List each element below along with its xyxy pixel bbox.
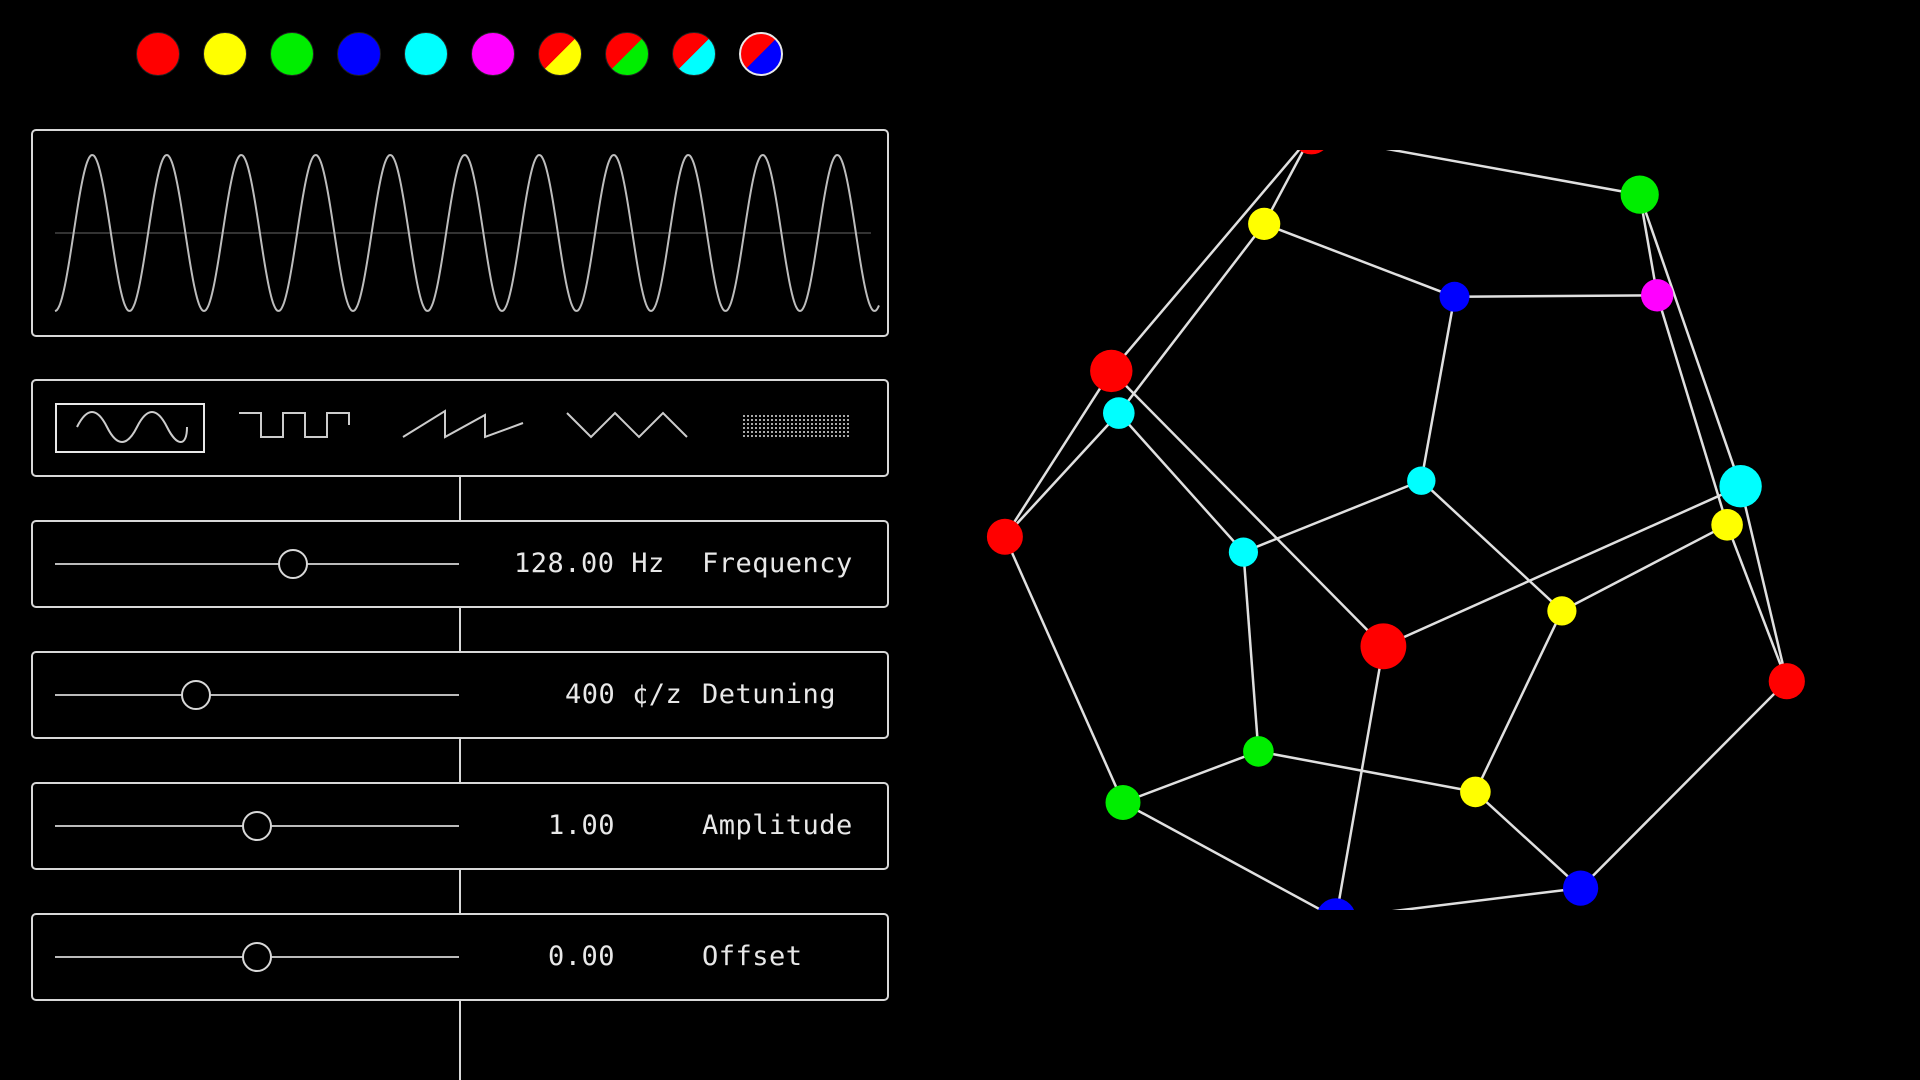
graph-edge — [1122, 750, 1259, 804]
graph-edge — [1474, 610, 1564, 793]
graph-node — [1407, 466, 1436, 495]
graph-edge — [1003, 370, 1113, 538]
graph-edge — [1561, 523, 1728, 613]
waveform-display-panel — [31, 129, 889, 337]
sine-wave-button[interactable] — [55, 403, 205, 453]
graph-edge — [1579, 680, 1788, 889]
graph-node — [1641, 279, 1674, 312]
frequency-label: Frequency — [702, 548, 853, 579]
graph-edge — [1385, 150, 1640, 196]
noise-wave-button[interactable] — [711, 403, 861, 453]
offset-value: 0.00 — [548, 941, 616, 972]
graph-node — [1360, 623, 1407, 670]
swatch-blue[interactable] — [337, 32, 381, 76]
graph-node — [1768, 663, 1805, 700]
square-wave-button[interactable] — [219, 403, 369, 453]
sawtooth-wave-button[interactable] — [383, 403, 533, 453]
graph-edge — [1382, 485, 1742, 648]
graph-edge — [1242, 479, 1422, 554]
frequency-value: 128.00 Hz — [514, 548, 665, 579]
panel-connector — [459, 606, 461, 651]
frequency-control: 128.00 Hz Frequency — [31, 520, 889, 608]
panel-connector — [459, 868, 461, 913]
graph-edge — [1003, 536, 1125, 804]
graph-edge — [1263, 222, 1455, 298]
swatch-red[interactable] — [136, 32, 180, 76]
frequency-slider-track[interactable] — [55, 563, 459, 565]
panel-connector — [459, 737, 461, 782]
swatch-cyan[interactable] — [404, 32, 448, 76]
swatch-yellow[interactable] — [203, 32, 247, 76]
triangle-wave-icon — [566, 411, 688, 439]
graph-edge — [1117, 412, 1245, 553]
waveform-trace — [54, 153, 880, 313]
graph-edge — [1391, 886, 1581, 910]
graph-node — [986, 518, 1023, 555]
triangle-wave-button[interactable] — [547, 403, 697, 453]
swatch-red-yellow[interactable] — [538, 32, 582, 76]
graph-node — [1719, 465, 1762, 508]
graph-edge — [1454, 294, 1658, 299]
amplitude-label: Amplitude — [702, 810, 853, 841]
graph-edge — [1638, 194, 1742, 487]
graph-edge — [1258, 750, 1476, 794]
graph-edge — [1110, 150, 1301, 372]
graph-edge — [1242, 552, 1260, 752]
graph-node — [1547, 596, 1577, 626]
graph-node — [1317, 898, 1355, 910]
graph-node — [1460, 776, 1491, 808]
sine-wave-icon — [76, 411, 188, 443]
graph-node — [1228, 537, 1258, 567]
oscilloscope — [54, 153, 880, 313]
graph-node — [1711, 509, 1743, 541]
waveform-selector-panel — [31, 379, 889, 477]
graph-node — [1105, 785, 1141, 820]
detuning-label: Detuning — [702, 679, 837, 710]
graph-edge — [1656, 294, 1729, 526]
panel-connector — [459, 477, 461, 522]
noise-wave-icon — [741, 415, 851, 439]
graph-node — [1563, 870, 1599, 906]
graph-edge — [1725, 524, 1788, 682]
sawtooth-wave-icon — [402, 409, 524, 439]
graph-node — [1299, 150, 1324, 155]
graph-node — [1090, 349, 1133, 393]
graph-edge — [1117, 223, 1266, 414]
offset-control: 0.00 Offset — [31, 913, 889, 1001]
swatch-red-green[interactable] — [605, 32, 649, 76]
detuning-slider-thumb[interactable] — [181, 680, 212, 710]
graph-edge — [1420, 296, 1456, 481]
amplitude-value: 1.00 — [548, 810, 616, 841]
graph-node — [1243, 736, 1274, 767]
graph-edge — [1420, 479, 1563, 612]
graph-edge — [1474, 790, 1582, 890]
dodecahedron-visualization[interactable] — [960, 150, 1860, 910]
square-wave-icon — [239, 412, 350, 438]
graph-edge — [1110, 370, 1385, 648]
graph-node — [1103, 397, 1135, 429]
detuning-value: 400 ¢/z — [565, 679, 683, 710]
offset-label: Offset — [702, 941, 803, 972]
amplitude-control: 1.00 Amplitude — [31, 782, 889, 870]
panel-connector — [459, 999, 461, 1080]
offset-slider-thumb[interactable] — [242, 942, 272, 972]
swatch-red-blue[interactable] — [739, 32, 783, 76]
swatch-magenta[interactable] — [471, 32, 515, 76]
detuning-control: 400 ¢/z Detuning — [31, 651, 889, 739]
graph-edge — [1003, 412, 1120, 538]
swatch-red-cyan[interactable] — [672, 32, 716, 76]
graph-edge — [1122, 801, 1324, 910]
graph-node — [1439, 281, 1470, 312]
amplitude-slider-thumb[interactable] — [242, 811, 272, 841]
detuning-slider-track[interactable] — [55, 694, 459, 696]
graph-edge — [1336, 646, 1385, 910]
frequency-slider-thumb[interactable] — [278, 549, 309, 579]
graph-edge — [1739, 485, 1789, 682]
graph-node — [1620, 175, 1659, 214]
swatch-green[interactable] — [270, 32, 314, 76]
graph-node — [1248, 207, 1281, 240]
